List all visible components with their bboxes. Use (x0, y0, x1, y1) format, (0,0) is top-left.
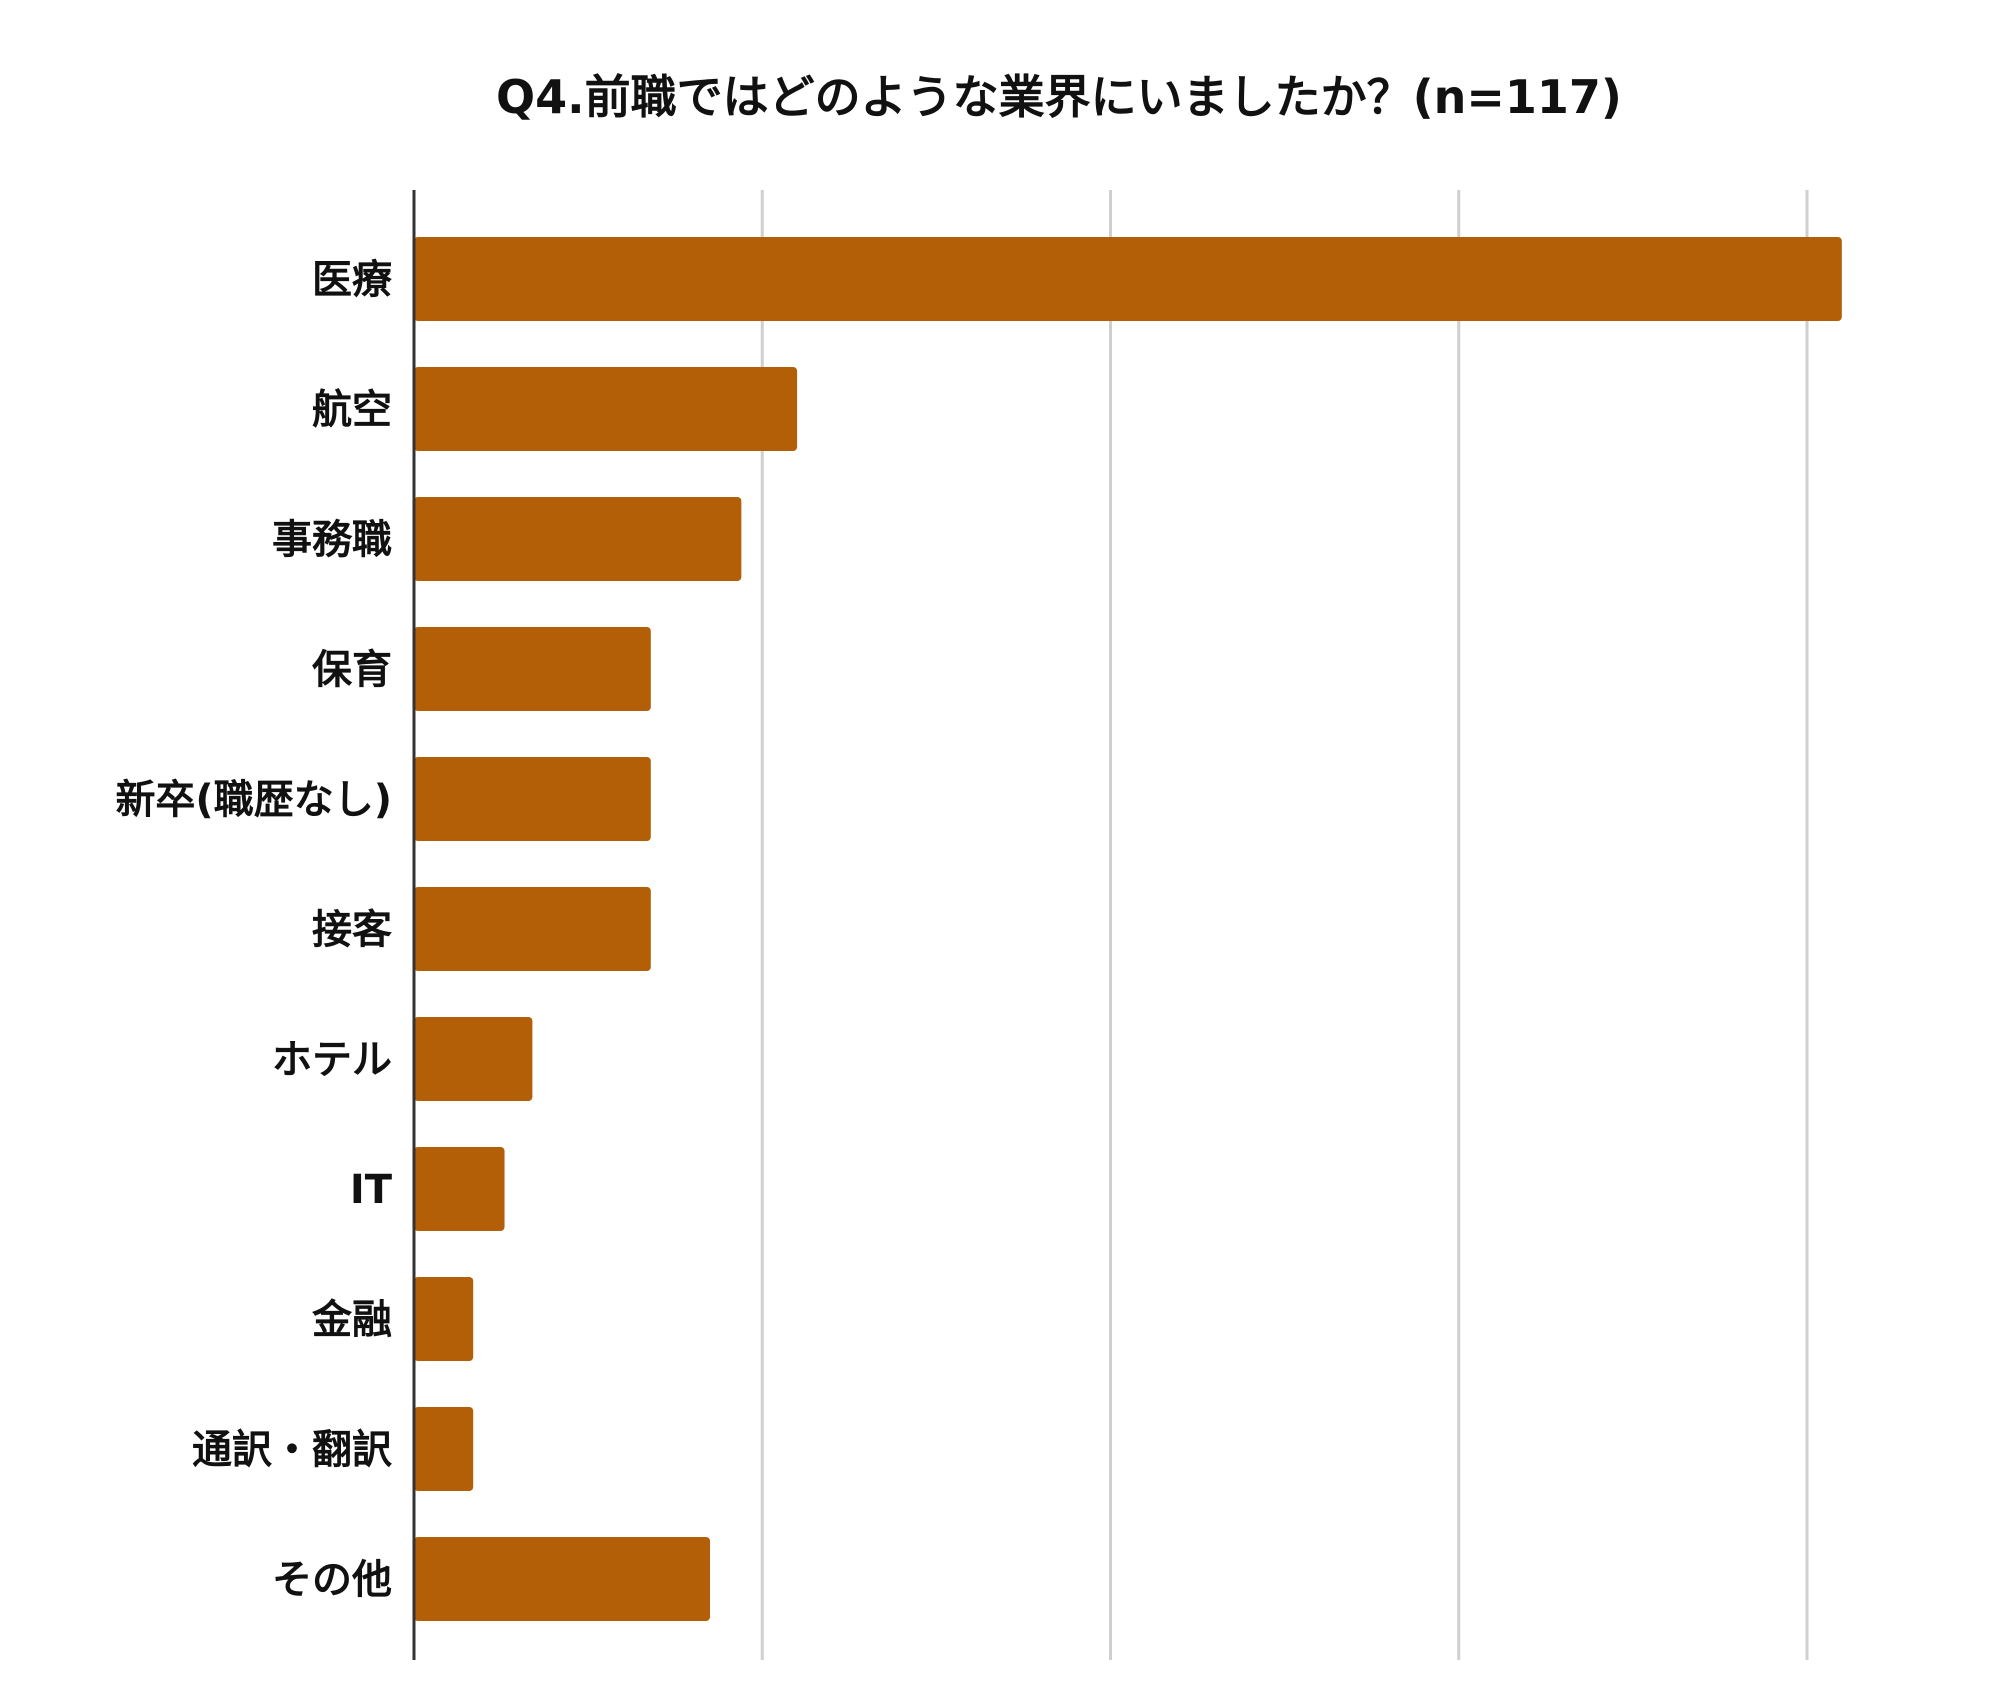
bar-7 (414, 1147, 505, 1231)
category-label-1: 航空 (312, 387, 392, 433)
bar-1 (414, 367, 798, 451)
bar-9 (414, 1407, 474, 1491)
bars (414, 237, 1842, 1621)
category-label-5: 接客 (312, 907, 392, 953)
category-label-8: 金融 (311, 1297, 392, 1343)
bar-10 (414, 1537, 711, 1621)
category-label-7: IT (350, 1167, 393, 1213)
category-label-3: 保育 (312, 647, 392, 693)
category-label-2: 事務職 (272, 517, 392, 563)
bar-3 (414, 627, 651, 711)
gridlines (760, 190, 1809, 1660)
category-label-4: 新卒(職歴なし) (115, 777, 392, 823)
category-label-0: 医療 (312, 257, 393, 303)
chart-title: Q4.前職ではどのような業界にいましたか？(n=117) (496, 70, 1622, 124)
bar-6 (414, 1017, 533, 1101)
category-label-9: 通訳・翻訳 (192, 1427, 393, 1473)
bar-4 (414, 757, 651, 841)
category-label-10: その他 (272, 1557, 392, 1603)
bar-2 (414, 497, 742, 581)
bar-8 (414, 1277, 474, 1361)
bar-5 (414, 887, 651, 971)
category-label-6: ホテル (272, 1037, 392, 1083)
bar-0 (414, 237, 1842, 321)
